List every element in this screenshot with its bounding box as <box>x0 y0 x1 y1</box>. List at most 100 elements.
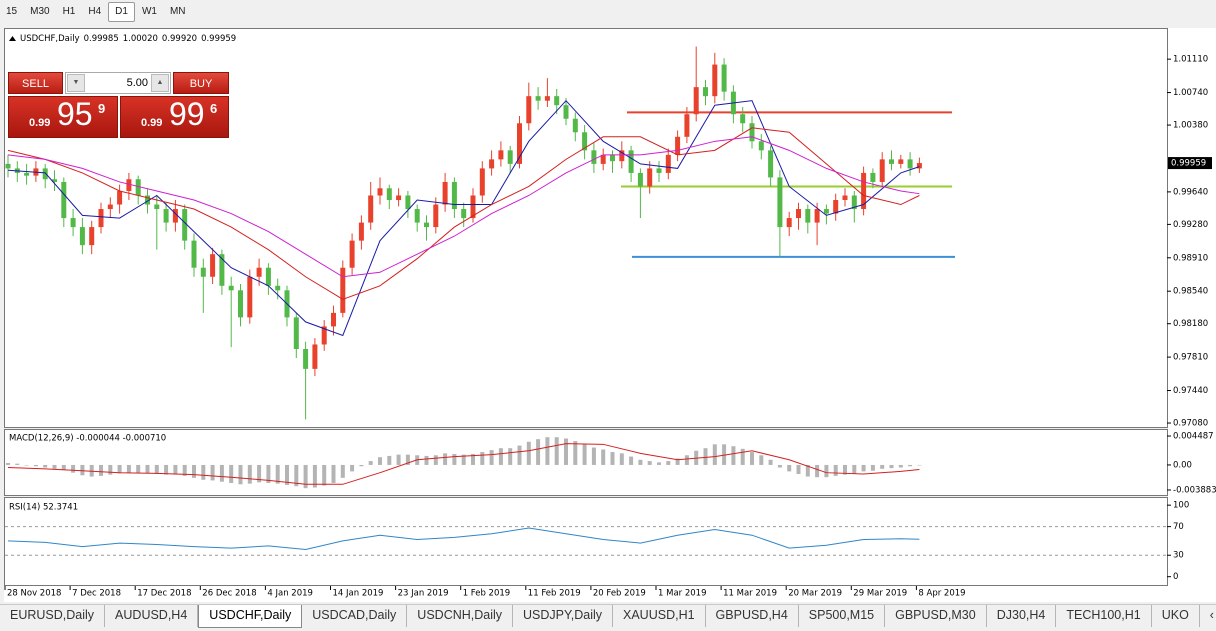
candle-body <box>703 87 708 97</box>
candle-body <box>851 195 857 210</box>
ask-quote[interactable]: 0.99 99 6 <box>120 96 229 138</box>
candle-body <box>79 227 85 246</box>
candle-body <box>489 159 495 169</box>
chart-tab[interactable]: GBPUSD,H4 <box>706 605 799 627</box>
candle-body <box>823 209 829 214</box>
volume-up[interactable]: ▲ <box>151 74 169 92</box>
candle-body <box>916 163 922 169</box>
buy-button[interactable]: BUY <box>173 72 229 94</box>
macd-bar <box>731 446 736 465</box>
macd-bar <box>582 444 587 465</box>
candle-body <box>665 154 671 173</box>
macd-bar <box>712 444 717 465</box>
macd-bar <box>443 453 448 465</box>
timeframe-button[interactable]: D1 <box>108 2 135 22</box>
chart: USDCHF,Daily 0.99985 1.00020 0.99920 0.99959… <box>0 24 1216 604</box>
macd-bar <box>564 438 568 465</box>
timeframe-button[interactable]: W1 <box>141 6 157 17</box>
macd-bar <box>796 464 801 474</box>
timeframe-button[interactable]: H4 <box>88 6 102 17</box>
macd-bar <box>24 464 29 466</box>
macd-bar <box>777 464 782 468</box>
candle-body <box>451 181 457 210</box>
macd-bar <box>247 464 252 484</box>
candle-body <box>563 105 569 119</box>
volume-down[interactable]: ▼ <box>67 74 85 92</box>
timeframe-button[interactable]: MN <box>169 6 186 17</box>
sell-button[interactable]: SELL <box>8 72 63 94</box>
macd-bar <box>61 464 66 471</box>
macd-bar <box>554 437 559 465</box>
candle-body <box>163 209 169 223</box>
candle-body <box>544 96 550 101</box>
candle-body <box>135 179 141 196</box>
chart-tab[interactable]: EURUSD,Daily <box>0 605 106 627</box>
x-tick-label: 1 Feb 2019 <box>463 589 511 599</box>
macd-bar <box>526 441 531 465</box>
macd-bar <box>629 456 634 465</box>
candle-body <box>768 150 774 178</box>
x-tick-label: 11 Feb 2019 <box>528 589 581 599</box>
macd-bar <box>322 464 327 486</box>
macd-bar <box>498 448 503 465</box>
macd-bar <box>591 447 596 465</box>
bid-fraction: 9 <box>98 101 106 116</box>
ohlc-value: 0.99920 <box>162 34 197 44</box>
chart-tab[interactable]: AUDUSD,H4 <box>105 605 199 627</box>
chart-tab[interactable]: DJ30,H4 <box>987 605 1057 627</box>
x-tick-label: 4 Jan 2019 <box>267 589 313 599</box>
candle-body <box>870 172 876 182</box>
macd-bar <box>536 439 541 465</box>
collapse-icon[interactable] <box>9 36 16 41</box>
macd-bar <box>768 459 773 465</box>
chart-tab[interactable]: GBPUSD,M30 <box>885 605 987 627</box>
macd-bar <box>201 464 206 480</box>
timeframe-button[interactable]: H1 <box>62 6 76 17</box>
bid-big: 0.99 <box>29 117 51 129</box>
timeframe-button[interactable]: M30 <box>30 6 50 17</box>
candle-body <box>52 179 57 182</box>
macd-bar <box>805 464 810 477</box>
candle-body <box>24 172 30 176</box>
macd-bar <box>861 464 866 472</box>
candle-body <box>293 317 299 349</box>
macd-bar <box>787 464 792 472</box>
macd-bar <box>675 458 680 465</box>
chart-tab[interactable]: USDCHF,Daily <box>198 605 303 628</box>
ohlc-value: 0.99985 <box>84 34 119 44</box>
chart-tab[interactable]: SP500,M15 <box>799 605 886 627</box>
candle-body <box>228 285 234 291</box>
x-tick-label: 7 Dec 2018 <box>72 589 121 599</box>
candle-body <box>898 159 904 164</box>
chart-tab[interactable]: USDCAD,Daily <box>302 605 408 627</box>
candle-body <box>386 188 392 201</box>
candle-body <box>777 177 783 228</box>
chart-tab[interactable]: UKO <box>1152 605 1200 627</box>
candle-body <box>405 195 411 210</box>
volume-box[interactable]: ▼ 5.00 ▲ <box>65 72 171 94</box>
macd-bar <box>219 464 224 482</box>
timeframe-button[interactable]: 15 <box>6 6 18 17</box>
candle-body <box>442 181 448 205</box>
macd-bar <box>545 437 550 465</box>
ask-pips: 99 <box>169 96 205 132</box>
tab-scroll[interactable]: ‹ › <box>1200 605 1216 627</box>
price-plot <box>5 46 955 420</box>
macd-bar <box>71 464 76 473</box>
bid-quote[interactable]: 0.99 95 9 <box>8 96 118 138</box>
macd-bar <box>126 464 131 473</box>
chart-tab[interactable]: TECH100,H1 <box>1056 605 1152 627</box>
macd-bar <box>619 453 624 465</box>
macd-bar <box>843 464 847 475</box>
chart-tab[interactable]: XAUUSD,H1 <box>613 605 706 627</box>
candle-body <box>377 188 383 196</box>
chart-tab[interactable]: USDJPY,Daily <box>513 605 613 627</box>
ohlc-value: 0.99959 <box>201 34 236 44</box>
candle-body <box>321 326 327 345</box>
chart-tab[interactable]: USDCNH,Daily <box>407 605 514 627</box>
candle-body <box>368 195 374 223</box>
macd-bar <box>136 464 141 473</box>
macd-bar <box>350 464 355 472</box>
